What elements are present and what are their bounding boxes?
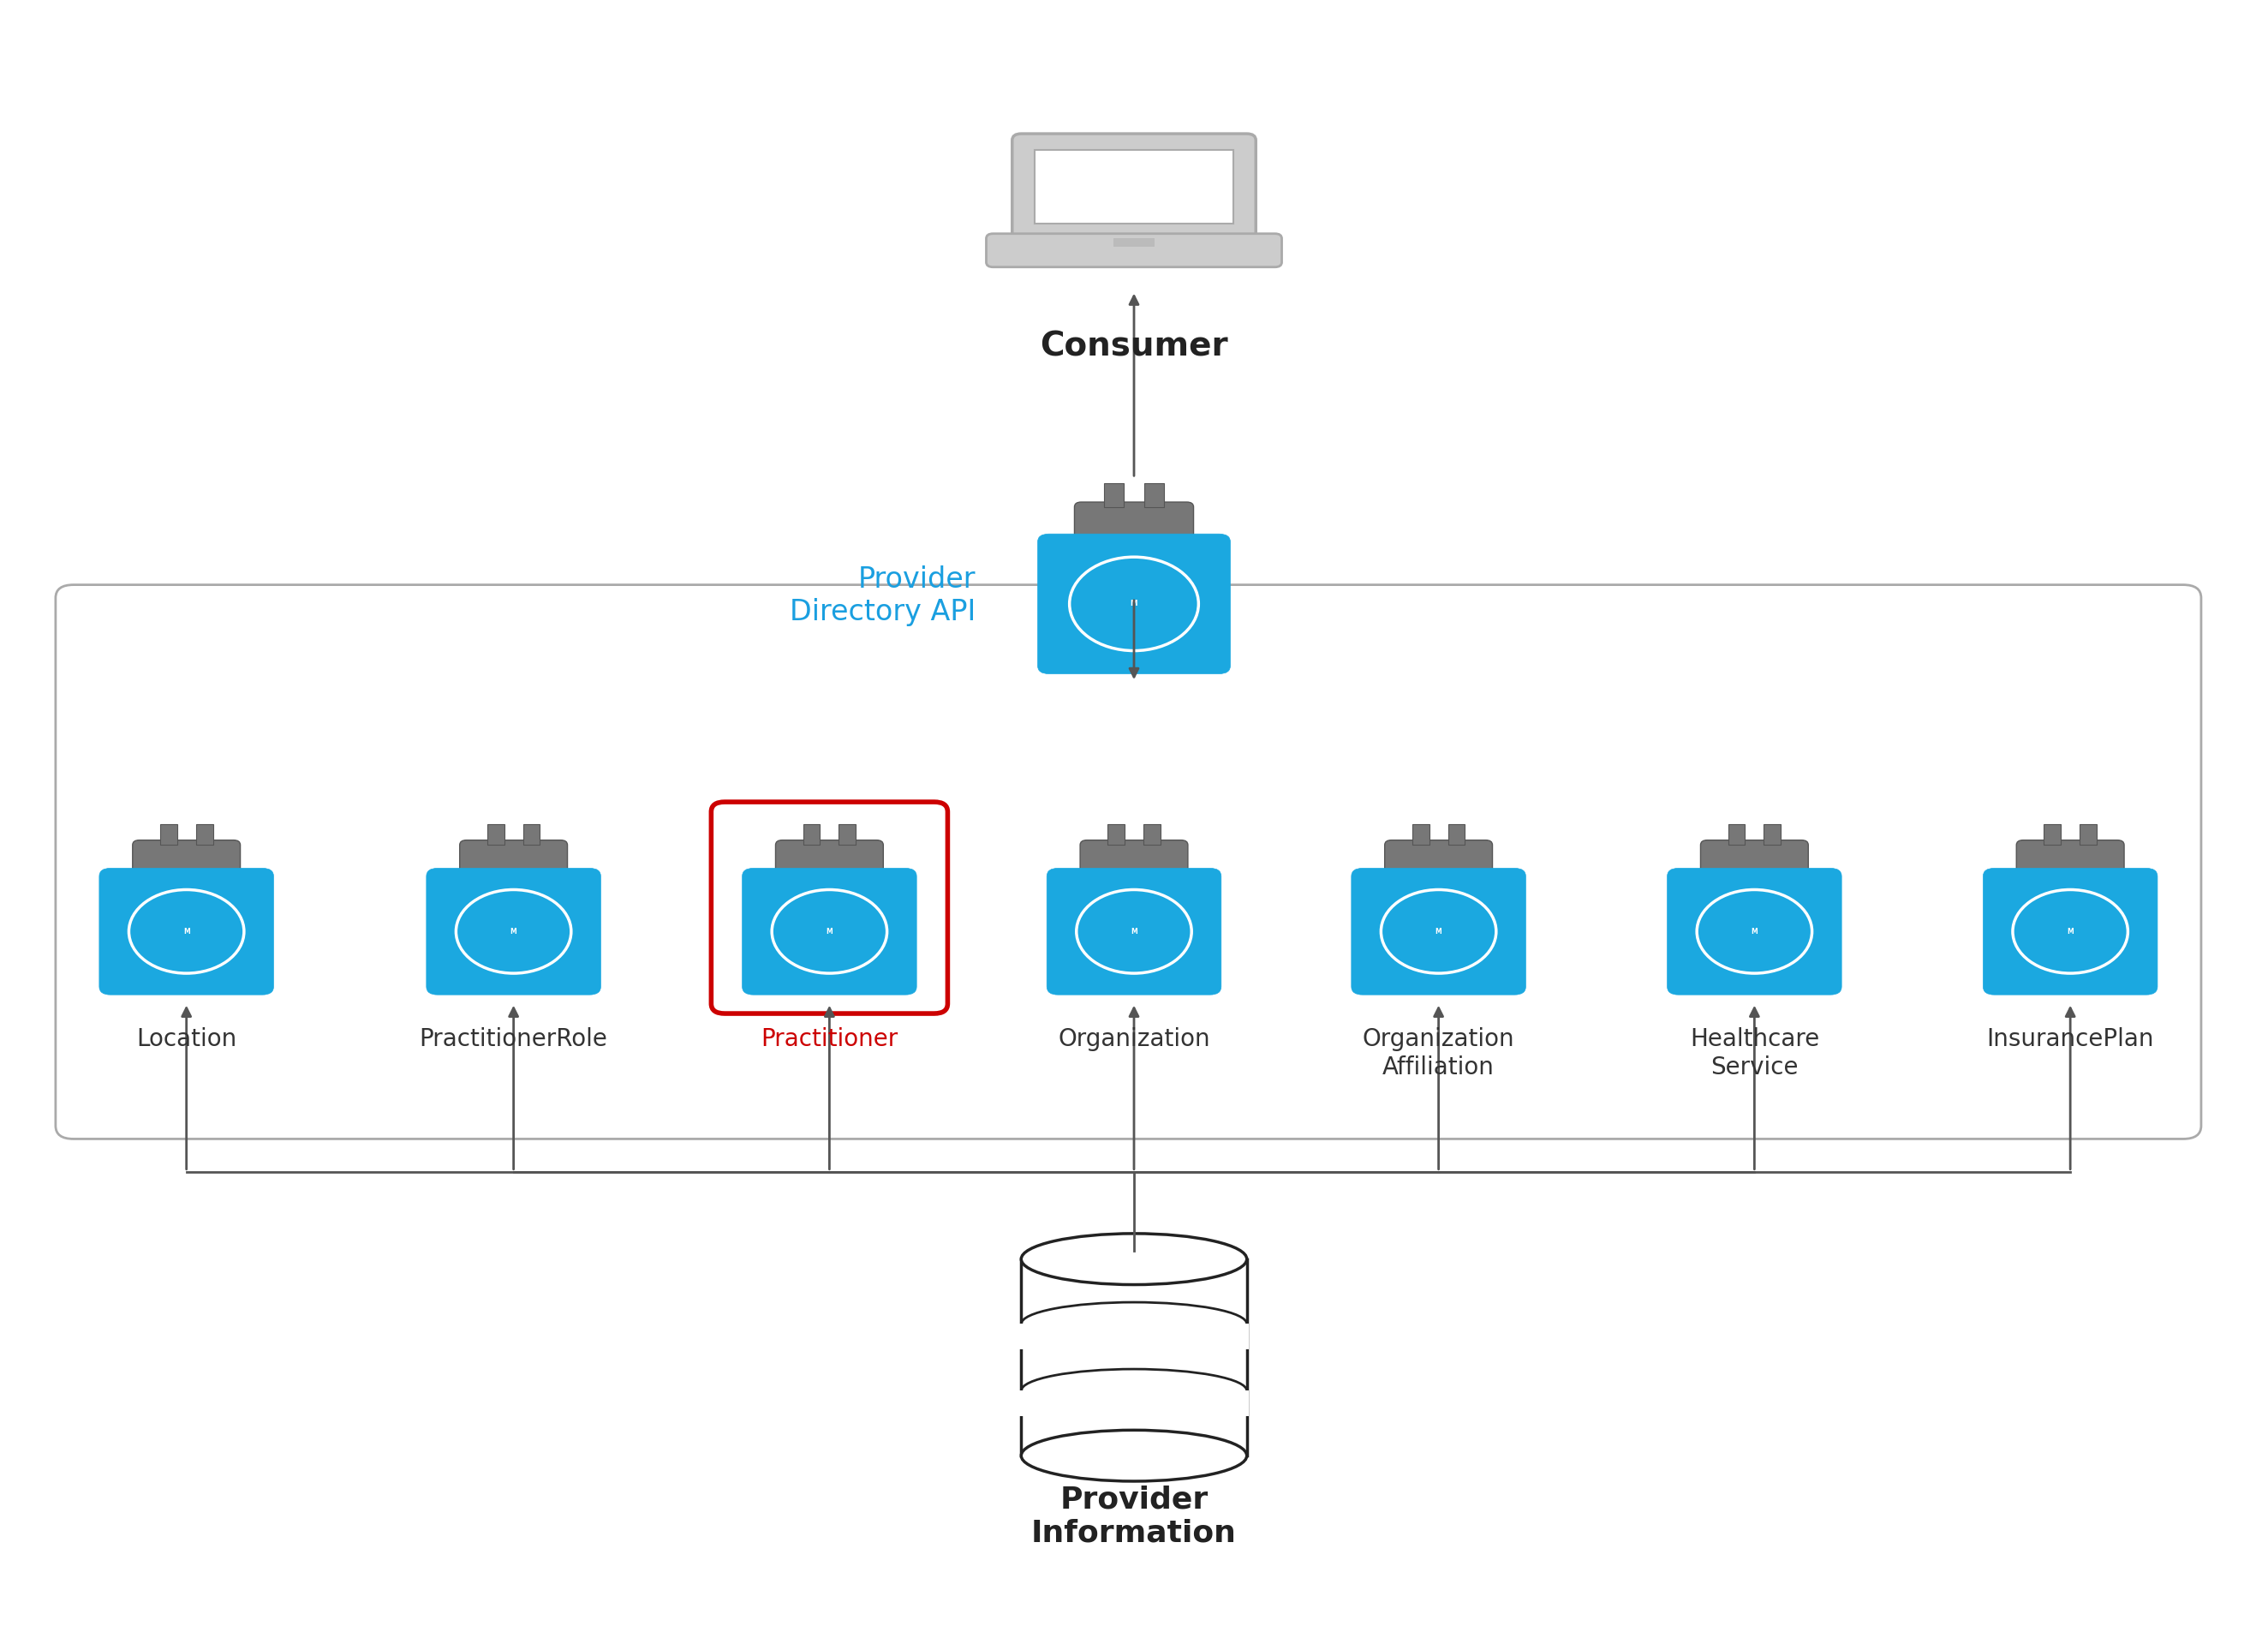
Bar xyxy=(1034,150,1234,224)
Bar xyxy=(1018,1323,1250,1350)
Bar xyxy=(488,823,503,845)
Text: InsurancePlan: InsurancePlan xyxy=(1987,1028,2155,1051)
Bar xyxy=(161,823,177,845)
Bar xyxy=(803,823,821,845)
Bar xyxy=(2080,823,2096,845)
FancyBboxPatch shape xyxy=(1352,868,1526,995)
Text: M: M xyxy=(1751,927,1758,936)
FancyBboxPatch shape xyxy=(1012,134,1256,246)
Bar xyxy=(2043,823,2062,845)
Bar xyxy=(195,823,213,845)
FancyBboxPatch shape xyxy=(1080,840,1188,886)
Bar xyxy=(524,823,540,845)
Bar xyxy=(1105,483,1123,507)
Bar xyxy=(1107,823,1125,845)
Ellipse shape xyxy=(1021,1431,1247,1482)
FancyBboxPatch shape xyxy=(1701,840,1808,886)
Text: M: M xyxy=(1129,601,1139,607)
Bar xyxy=(1413,823,1429,845)
FancyBboxPatch shape xyxy=(2016,840,2125,886)
Text: Organization: Organization xyxy=(1057,1028,1211,1051)
Text: M: M xyxy=(1436,927,1442,936)
FancyBboxPatch shape xyxy=(1386,840,1492,886)
Bar xyxy=(1021,1259,1247,1455)
Text: PractitionerRole: PractitionerRole xyxy=(420,1028,608,1051)
Bar xyxy=(839,823,855,845)
Text: Provider
Directory API: Provider Directory API xyxy=(789,566,975,625)
FancyBboxPatch shape xyxy=(132,840,240,886)
Bar xyxy=(1728,823,1744,845)
Text: Consumer: Consumer xyxy=(1041,330,1227,363)
FancyBboxPatch shape xyxy=(460,840,567,886)
Text: M: M xyxy=(1132,927,1136,936)
FancyBboxPatch shape xyxy=(1048,868,1220,995)
Text: M: M xyxy=(510,927,517,936)
Text: Provider
Information: Provider Information xyxy=(1032,1485,1236,1548)
Bar xyxy=(1145,483,1163,507)
FancyBboxPatch shape xyxy=(742,868,916,995)
Text: Organization
Affiliation: Organization Affiliation xyxy=(1363,1028,1515,1079)
Bar xyxy=(1018,1391,1250,1416)
Ellipse shape xyxy=(1021,1234,1247,1285)
Bar xyxy=(1143,823,1161,845)
FancyBboxPatch shape xyxy=(776,840,882,886)
Text: M: M xyxy=(184,927,191,936)
FancyBboxPatch shape xyxy=(426,868,601,995)
Text: Location: Location xyxy=(136,1028,236,1051)
FancyBboxPatch shape xyxy=(1667,868,1842,995)
FancyBboxPatch shape xyxy=(100,868,274,995)
Text: Healthcare
Service: Healthcare Service xyxy=(1690,1028,1819,1079)
Bar xyxy=(1765,823,1780,845)
FancyBboxPatch shape xyxy=(1075,502,1193,553)
Text: M: M xyxy=(826,927,832,936)
FancyBboxPatch shape xyxy=(987,234,1281,267)
FancyBboxPatch shape xyxy=(1039,535,1229,673)
Bar xyxy=(1447,823,1465,845)
FancyBboxPatch shape xyxy=(1982,868,2157,995)
Bar xyxy=(1114,239,1154,246)
Text: M: M xyxy=(2066,927,2073,936)
Text: Practitioner: Practitioner xyxy=(760,1028,898,1051)
